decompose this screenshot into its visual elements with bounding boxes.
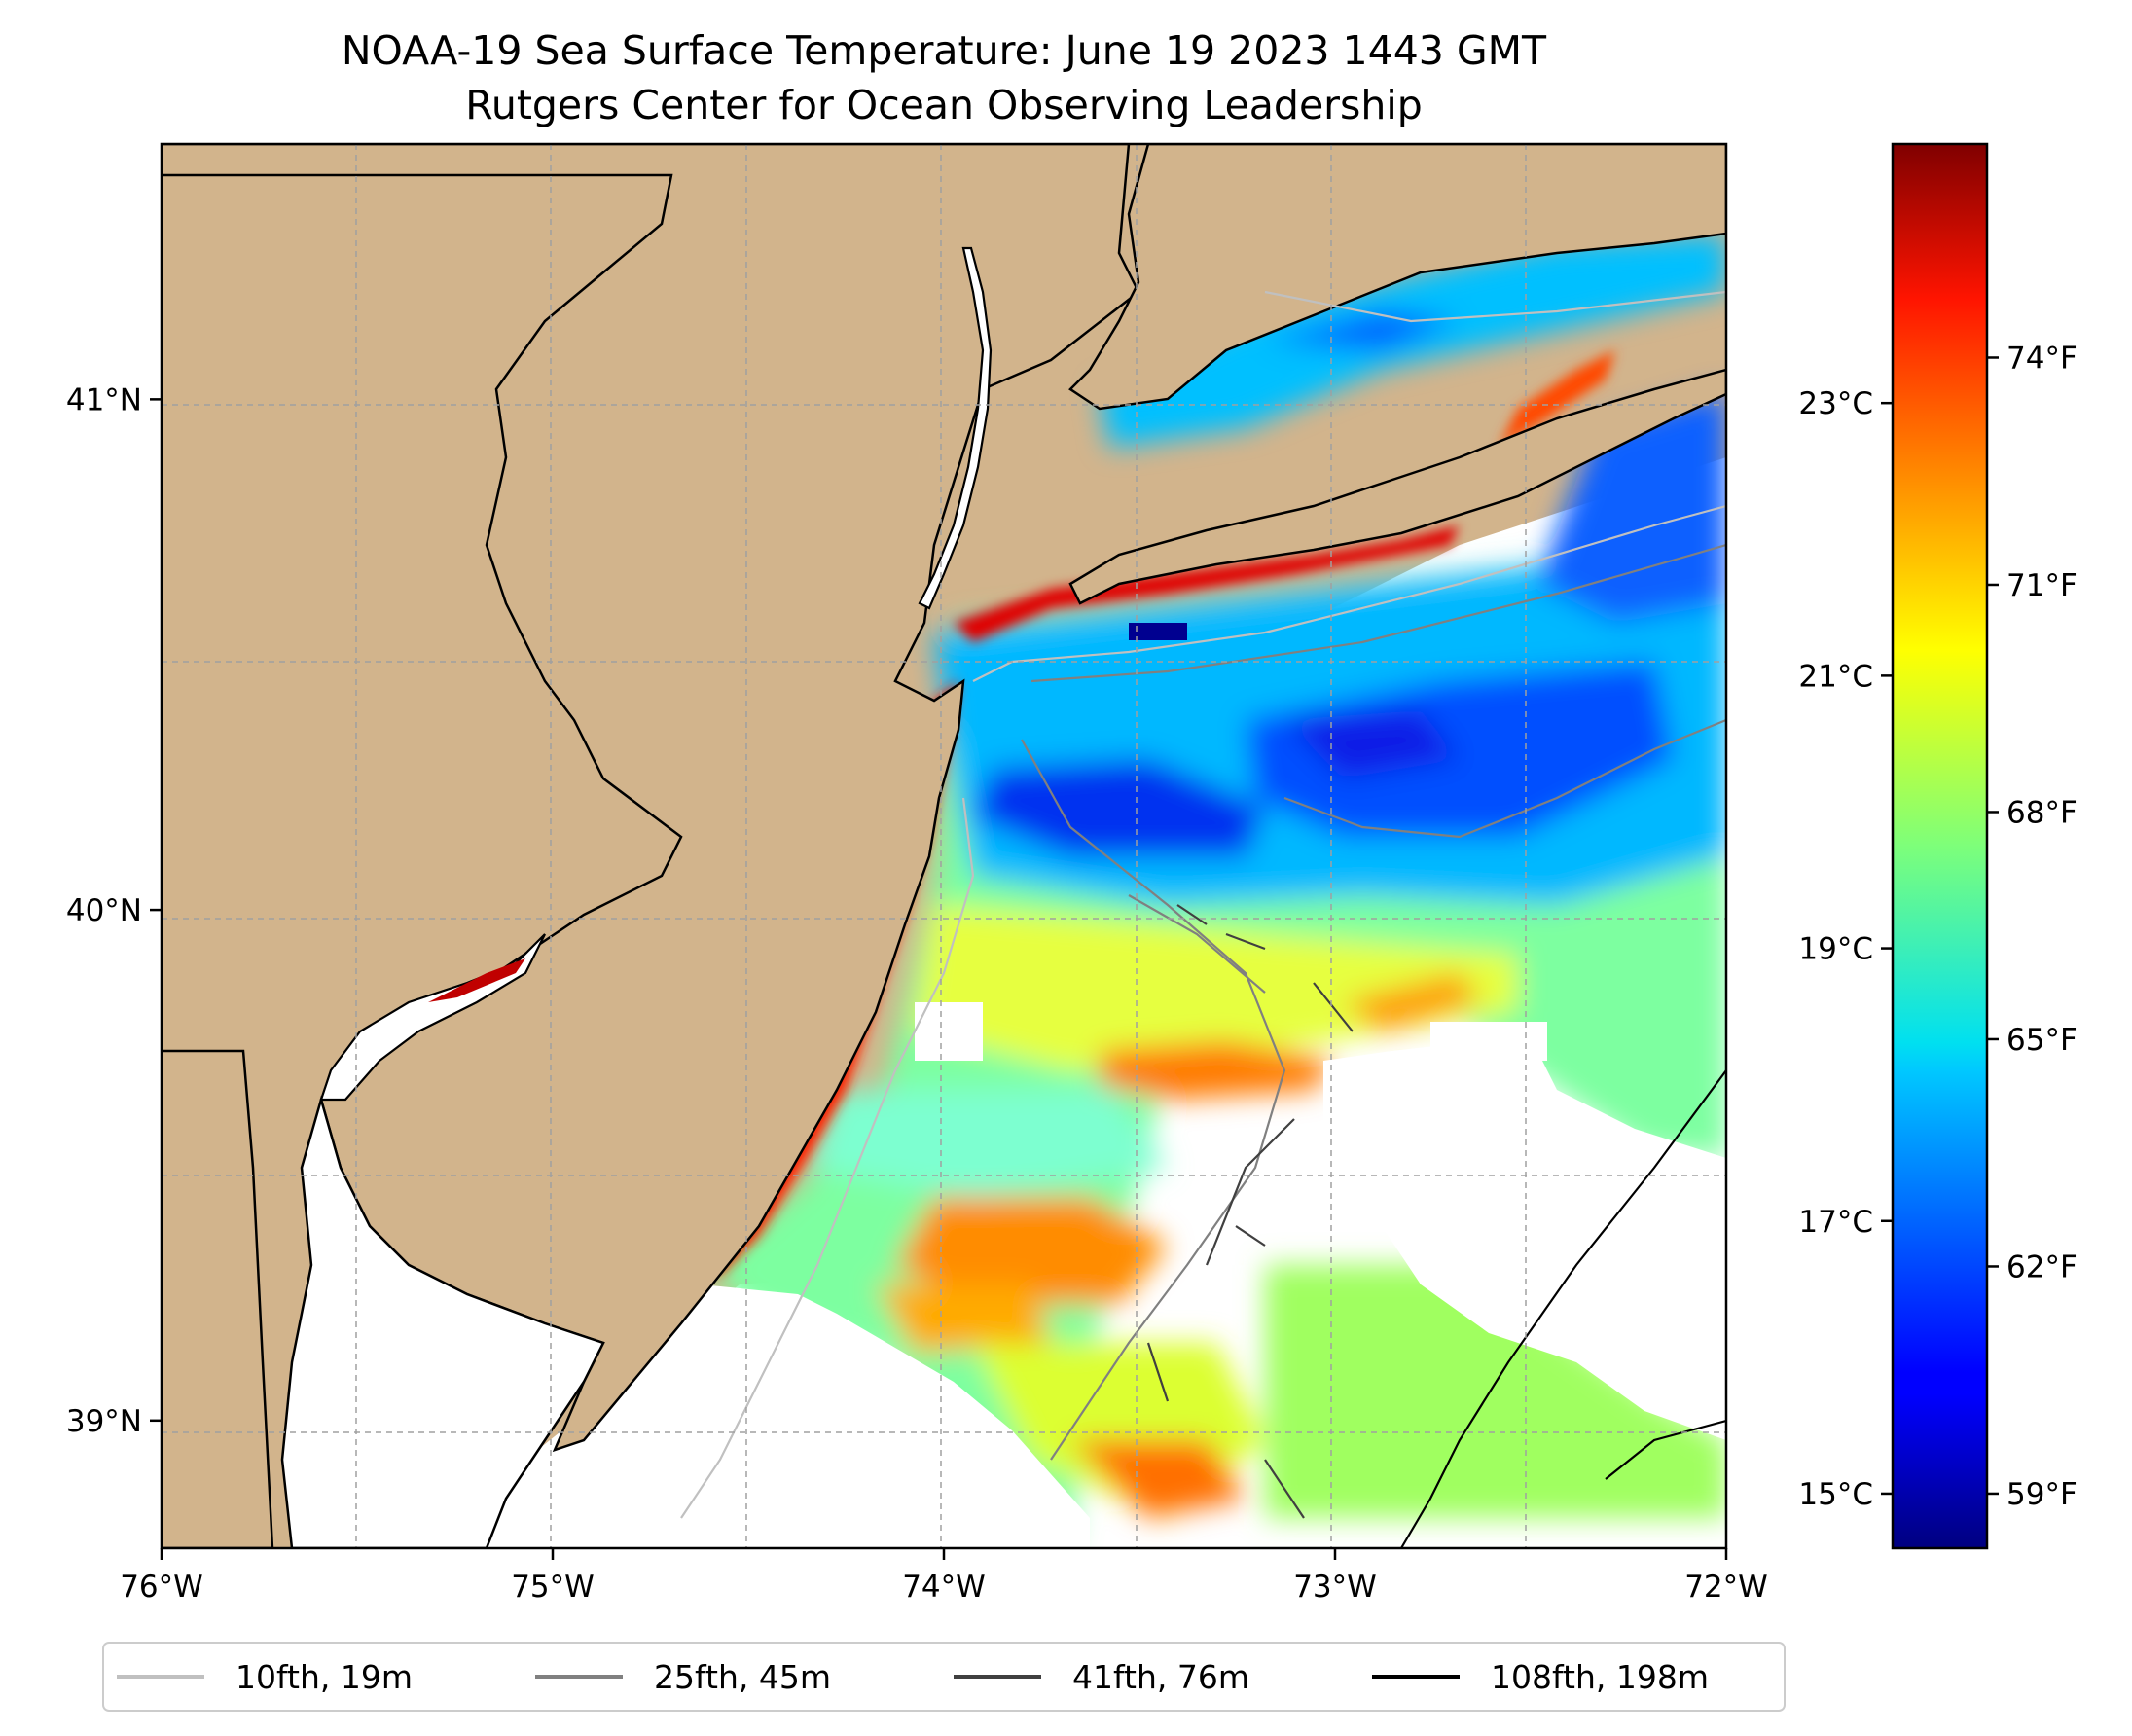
celsius-tick-label: 17°C [1798, 1205, 1873, 1240]
x-tick-label: 76°W [120, 1570, 203, 1605]
fahrenheit-tick-label: 74°F [2006, 341, 2078, 376]
colorbar [1891, 142, 1989, 1550]
legend-label: 108fth, 198m [1491, 1658, 1709, 1696]
no-data-masks [506, 1002, 1726, 1548]
landmasses [162, 144, 1726, 1548]
hudson-river [918, 246, 993, 610]
fahrenheit-tick-label: 68°F [2006, 795, 2078, 830]
y-axis: 41°N 40°N 39°N [66, 382, 162, 1439]
contour-108fth [1400, 1069, 1726, 1548]
legend-label: 41fth, 76m [1072, 1658, 1249, 1696]
celsius-tick-label: 21°C [1798, 659, 1873, 694]
legend-label: 25fth, 45m [654, 1658, 831, 1696]
sst-field [701, 234, 1726, 1548]
x-tick-label: 72°W [1684, 1570, 1768, 1605]
y-tick-label: 40°N [66, 893, 142, 928]
legend-box [102, 1642, 1786, 1712]
y-tick-label: 39°N [66, 1404, 142, 1439]
x-tick-label: 73°W [1293, 1570, 1377, 1605]
legend-label: 10fth, 19m [235, 1658, 413, 1696]
gridlines [162, 144, 1726, 1548]
colorbar-celsius-axis: 23°C 21°C 19°C 17°C 15°C [1798, 386, 1893, 1512]
celsius-tick-label: 19°C [1798, 932, 1873, 967]
celsius-tick-label: 15°C [1798, 1477, 1873, 1512]
chart-title-line1: NOAA-19 Sea Surface Temperature: June 19… [342, 27, 1547, 74]
bathymetry-contours [680, 290, 1726, 1548]
x-tick-label: 75°W [511, 1570, 595, 1605]
fahrenheit-tick-label: 59°F [2006, 1477, 2078, 1512]
map-panel [162, 144, 1726, 1548]
fahrenheit-tick-label: 71°F [2006, 568, 2078, 603]
delaware-river-warm [428, 958, 525, 1002]
contour-25fth [1021, 543, 1726, 1461]
delaware-bay [280, 1095, 605, 1548]
fahrenheit-tick-label: 65°F [2006, 1023, 2078, 1058]
x-axis: 76°W 75°W 74°W 73°W 72°W [120, 1548, 1768, 1605]
legend: 10fth, 19m 25fth, 45m 41fth, 76m 108fth, 19… [102, 1642, 1786, 1712]
colorbar-fahrenheit-axis: 74°F 71°F 68°F 65°F 62°F 59°F [1987, 341, 2078, 1512]
fahrenheit-tick-label: 62°F [2006, 1249, 2078, 1284]
contour-41fth [1146, 904, 1354, 1519]
cold-patch [1129, 623, 1187, 640]
celsius-tick-label: 23°C [1798, 386, 1873, 421]
y-tick-label: 41°N [66, 382, 142, 417]
x-tick-label: 74°W [902, 1570, 986, 1605]
chart-title-line2: Rutgers Center for Ocean Observing Leade… [465, 82, 1423, 128]
